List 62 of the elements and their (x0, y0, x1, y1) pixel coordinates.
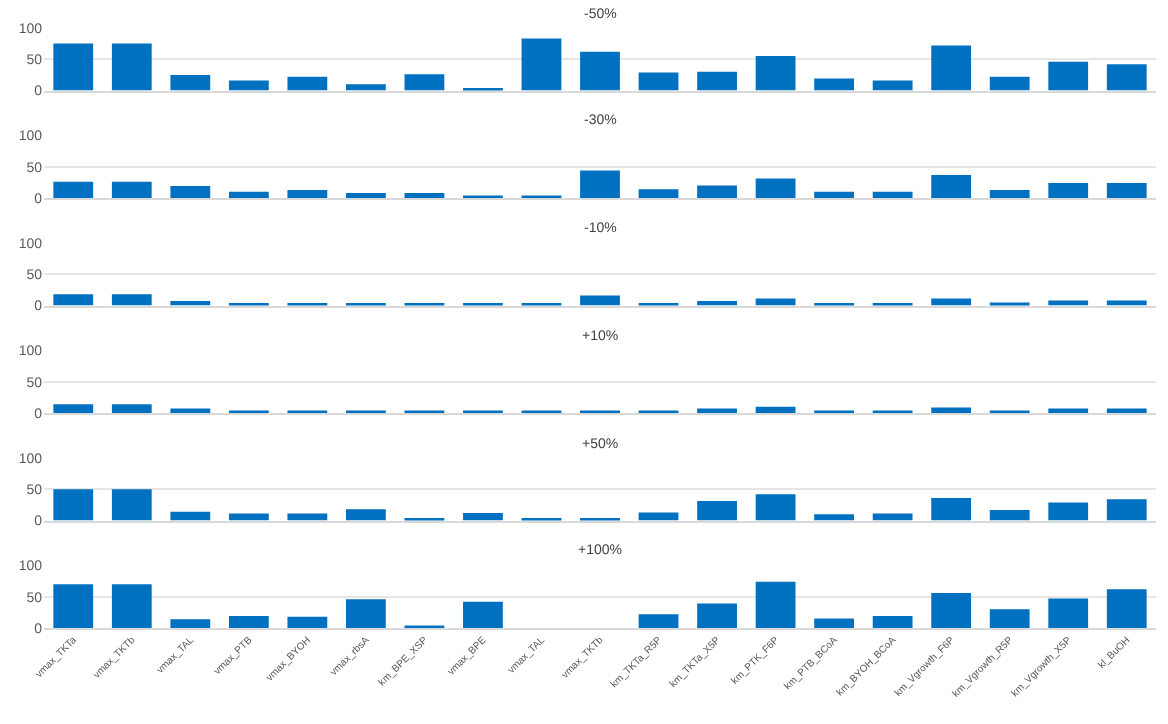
bar (989, 76, 1030, 91)
bar (872, 191, 913, 198)
bar (697, 603, 737, 628)
bar (638, 72, 679, 91)
bar (521, 38, 562, 91)
bar (287, 189, 328, 198)
bar (111, 584, 152, 628)
bar (346, 509, 386, 521)
bar (638, 189, 679, 198)
bar (872, 80, 913, 91)
bar (931, 593, 972, 628)
bar (872, 616, 913, 628)
bar (638, 512, 679, 521)
bar (287, 76, 328, 91)
bar (287, 616, 328, 628)
bar (53, 489, 94, 521)
bar (755, 178, 796, 198)
bar (111, 489, 152, 521)
bar (53, 584, 94, 628)
bar (1048, 598, 1089, 628)
bar (170, 511, 211, 521)
bar (1048, 502, 1089, 521)
bar (931, 45, 972, 91)
bar (814, 191, 854, 198)
bar (580, 51, 620, 91)
bar (111, 181, 152, 198)
bar (463, 601, 503, 628)
bar (1106, 589, 1147, 628)
bar (931, 498, 972, 521)
bar (1106, 499, 1147, 521)
bar (170, 186, 211, 198)
bar (1106, 64, 1147, 91)
bar (404, 74, 445, 91)
bar (53, 181, 94, 198)
bar (755, 56, 796, 91)
bar (697, 185, 737, 198)
bar (463, 513, 503, 521)
bar (1048, 61, 1089, 91)
bar (53, 43, 94, 91)
bar (1048, 183, 1089, 198)
bar (697, 501, 737, 521)
bar (814, 618, 854, 628)
bar (697, 71, 737, 91)
bar (989, 609, 1030, 628)
bar (814, 514, 854, 521)
bar (580, 170, 620, 198)
bar (814, 78, 854, 91)
bar (755, 581, 796, 628)
bar (989, 509, 1030, 521)
bar (755, 494, 796, 521)
bar (1106, 183, 1147, 198)
bar (346, 599, 386, 628)
bar (228, 191, 269, 198)
bar (170, 74, 211, 91)
bar (638, 614, 679, 628)
bar (989, 189, 1030, 198)
bar (346, 84, 386, 91)
bar (228, 616, 269, 628)
bar (931, 174, 972, 198)
bar (228, 80, 269, 91)
bar (170, 619, 211, 628)
bar (111, 43, 152, 91)
